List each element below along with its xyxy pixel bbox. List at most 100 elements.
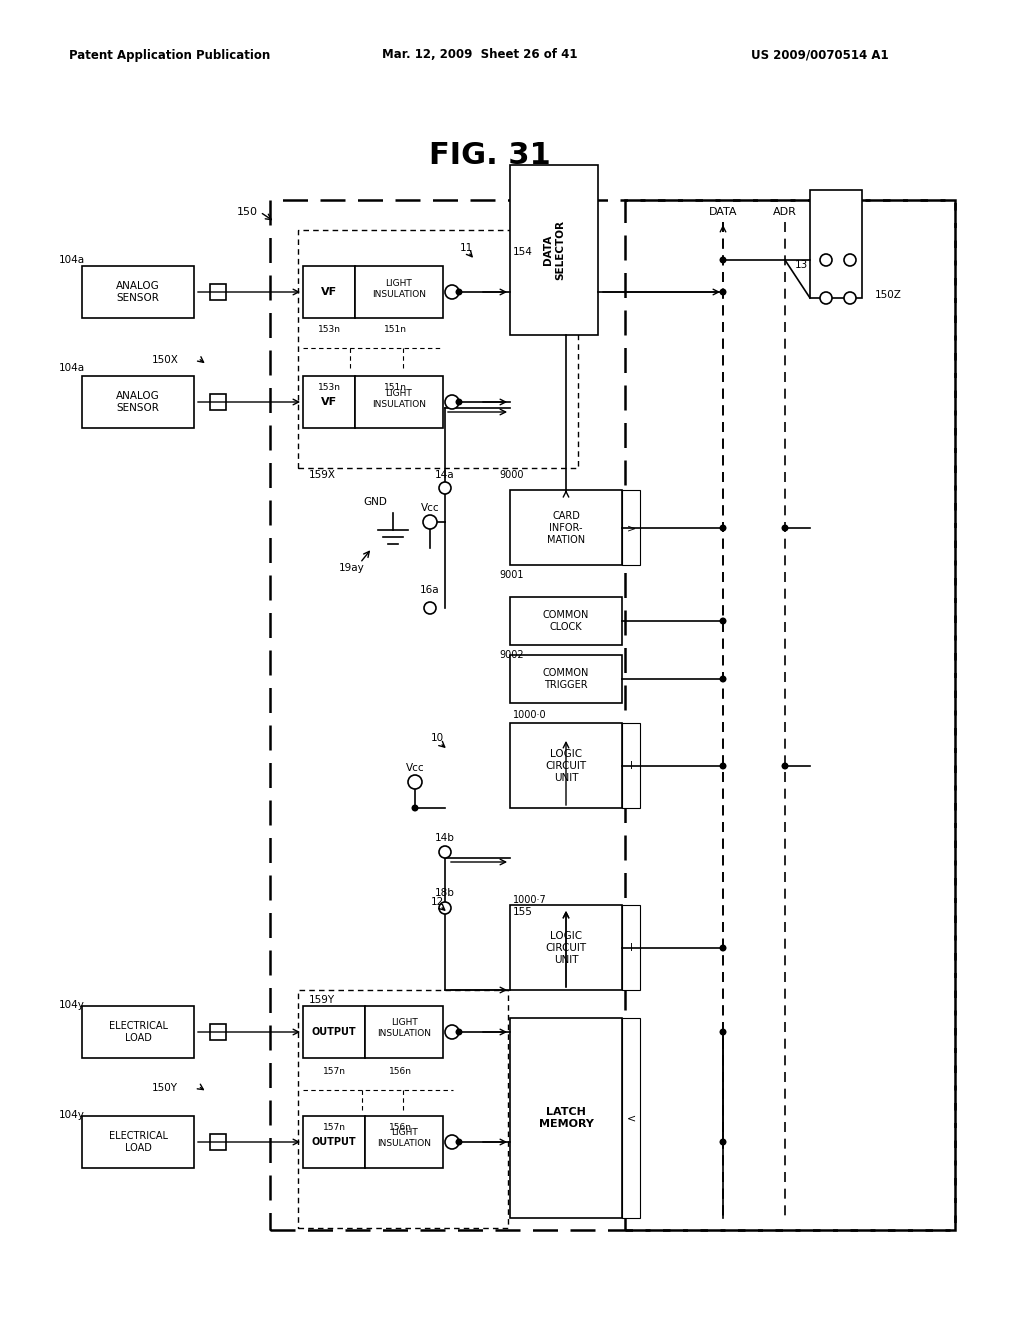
Circle shape — [456, 1028, 463, 1035]
Text: 159Y: 159Y — [309, 995, 335, 1005]
Text: ELECTRICAL
LOAD: ELECTRICAL LOAD — [109, 1020, 168, 1043]
Text: 157n: 157n — [323, 1068, 345, 1077]
Circle shape — [445, 285, 459, 300]
Text: 18b: 18b — [435, 888, 455, 898]
Text: 19ay: 19ay — [339, 564, 365, 573]
Text: 14b: 14b — [435, 833, 455, 843]
Circle shape — [820, 253, 831, 267]
Bar — [298, 990, 508, 1228]
Circle shape — [720, 676, 726, 682]
Bar — [510, 1018, 622, 1218]
Text: DATA: DATA — [709, 207, 737, 216]
Text: US 2009/0070514 A1: US 2009/0070514 A1 — [752, 49, 889, 62]
Text: 13: 13 — [795, 260, 808, 271]
Circle shape — [720, 289, 726, 296]
Text: 104y: 104y — [59, 1001, 85, 1010]
Text: 150Y: 150Y — [152, 1082, 178, 1093]
Text: 150Z: 150Z — [874, 290, 902, 300]
Text: OUTPUT: OUTPUT — [311, 1137, 356, 1147]
Circle shape — [720, 1138, 726, 1146]
Bar — [82, 376, 194, 428]
Bar — [622, 490, 640, 565]
Text: 16a: 16a — [420, 585, 440, 595]
Text: 150X: 150X — [152, 355, 179, 366]
Bar — [355, 376, 443, 428]
Text: 155: 155 — [513, 907, 532, 917]
Text: VF: VF — [321, 286, 337, 297]
Text: 11: 11 — [460, 243, 473, 253]
Circle shape — [456, 1138, 463, 1146]
Bar — [622, 723, 640, 808]
Text: ELECTRICAL
LOAD: ELECTRICAL LOAD — [109, 1131, 168, 1154]
Text: LIGHT
INSULATION: LIGHT INSULATION — [377, 1018, 431, 1038]
Circle shape — [820, 292, 831, 304]
Bar — [510, 597, 622, 645]
Bar — [303, 1115, 365, 1168]
Text: Patent Application Publication: Patent Application Publication — [70, 49, 270, 62]
Circle shape — [720, 763, 726, 770]
Text: LOGIC
CIRCUIT
UNIT: LOGIC CIRCUIT UNIT — [546, 931, 587, 965]
Bar — [510, 723, 622, 808]
Circle shape — [412, 804, 419, 812]
Text: 154: 154 — [513, 247, 532, 257]
Text: I: I — [630, 942, 633, 953]
Bar — [303, 1006, 365, 1059]
Bar — [625, 201, 955, 1230]
Circle shape — [408, 775, 422, 789]
Bar — [622, 1018, 640, 1218]
Text: Vcc: Vcc — [406, 763, 424, 774]
Text: 151n: 151n — [384, 326, 407, 334]
Circle shape — [423, 515, 437, 529]
Text: 156n: 156n — [388, 1123, 412, 1133]
Text: 156n: 156n — [388, 1068, 412, 1077]
Bar — [810, 190, 862, 298]
Circle shape — [439, 846, 451, 858]
Circle shape — [439, 902, 451, 913]
Bar — [303, 376, 355, 428]
Text: LATCH
MEMORY: LATCH MEMORY — [539, 1106, 594, 1129]
Text: Mar. 12, 2009  Sheet 26 of 41: Mar. 12, 2009 Sheet 26 of 41 — [382, 49, 578, 62]
Circle shape — [720, 256, 726, 264]
Bar — [510, 906, 622, 990]
Circle shape — [424, 602, 436, 614]
Bar — [298, 230, 578, 469]
Text: ADR: ADR — [773, 207, 797, 216]
Text: ANALOG
SENSOR: ANALOG SENSOR — [116, 281, 160, 304]
Text: 104y: 104y — [59, 1110, 85, 1119]
Text: 9002: 9002 — [500, 649, 524, 660]
Text: DATA
SELECTOR: DATA SELECTOR — [543, 220, 565, 280]
Text: 104a: 104a — [59, 363, 85, 374]
Text: 150: 150 — [237, 207, 258, 216]
Text: OUTPUT: OUTPUT — [311, 1027, 356, 1038]
Text: 153n: 153n — [317, 384, 341, 392]
Text: GND: GND — [364, 498, 387, 507]
Bar — [355, 267, 443, 318]
Circle shape — [781, 763, 788, 770]
Bar — [365, 1115, 443, 1168]
Bar — [510, 165, 598, 335]
Text: 157n: 157n — [323, 1123, 345, 1133]
Bar — [303, 267, 355, 318]
Circle shape — [720, 945, 726, 952]
Text: COMMON
CLOCK: COMMON CLOCK — [543, 610, 589, 632]
Text: VF: VF — [321, 397, 337, 407]
Circle shape — [720, 1028, 726, 1035]
Text: 12: 12 — [430, 898, 443, 907]
Text: 9000: 9000 — [500, 470, 524, 480]
Text: CARD
INFOR-
MATION: CARD INFOR- MATION — [547, 511, 585, 545]
Text: >: > — [627, 523, 636, 533]
Text: ANALOG
SENSOR: ANALOG SENSOR — [116, 391, 160, 413]
Bar — [82, 1115, 194, 1168]
Text: 1000·0: 1000·0 — [513, 710, 547, 719]
Text: 104a: 104a — [59, 255, 85, 265]
Text: LOGIC
CIRCUIT
UNIT: LOGIC CIRCUIT UNIT — [546, 748, 587, 783]
Text: 153n: 153n — [317, 326, 341, 334]
Bar — [622, 906, 640, 990]
Circle shape — [456, 399, 463, 405]
Text: LIGHT
INSULATION: LIGHT INSULATION — [372, 279, 426, 300]
Bar — [510, 655, 622, 704]
Text: Vcc: Vcc — [421, 503, 439, 513]
Circle shape — [844, 253, 856, 267]
Text: 14a: 14a — [435, 470, 455, 480]
Text: LIGHT
INSULATION: LIGHT INSULATION — [372, 389, 426, 409]
